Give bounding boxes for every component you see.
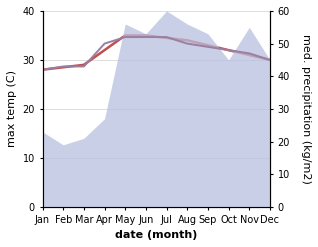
X-axis label: date (month): date (month) (115, 230, 197, 240)
Y-axis label: med. precipitation (kg/m2): med. precipitation (kg/m2) (301, 34, 311, 184)
Y-axis label: max temp (C): max temp (C) (7, 70, 17, 147)
